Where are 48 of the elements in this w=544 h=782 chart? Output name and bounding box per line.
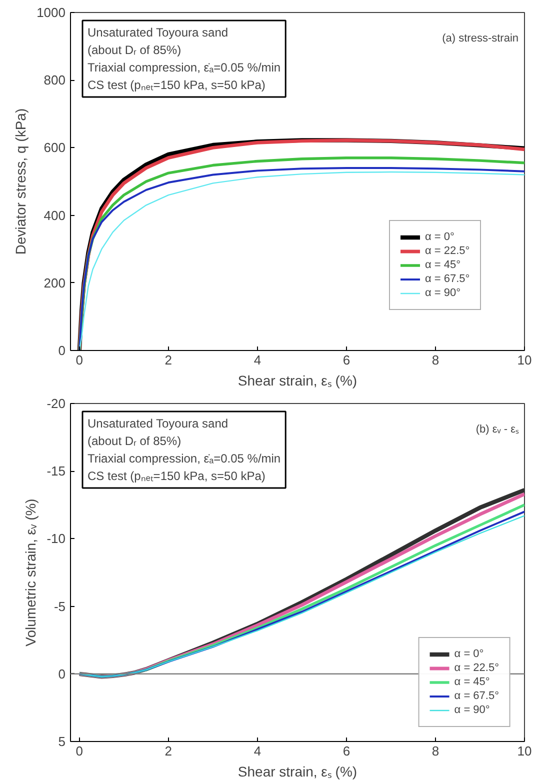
y-tick-label: 600	[44, 140, 66, 156]
annotation: (about Dᵣ of 85%)	[88, 434, 182, 448]
y-tick-label: -5	[54, 598, 66, 614]
legend-label: α = 45°	[454, 676, 490, 688]
x-axis-title: Shear strain, εₛ (%)	[238, 372, 358, 388]
x-tick-label: 4	[254, 744, 262, 758]
y-axis-title: Volumetric strain, εᵥ (%)	[22, 498, 39, 646]
annotation: CS test (pₙₑₜ=150 kPa, s=50 kPa)	[88, 469, 266, 483]
y-tick-label: 1000	[36, 5, 66, 20]
legend-label: α = 67.5°	[425, 273, 470, 285]
y-tick-label: 800	[44, 72, 66, 88]
legend-label: α = 90°	[454, 704, 490, 716]
x-tick-label: 0	[76, 744, 84, 758]
legend-label: α = 22.5°	[454, 662, 499, 674]
x-tick-label: 4	[254, 352, 262, 368]
x-tick-label: 2	[164, 744, 172, 758]
x-tick-label: 6	[342, 744, 350, 758]
legend-label: α = 67.5°	[454, 690, 499, 702]
y-tick-label: 400	[44, 208, 66, 223]
legend-label: α = 22.5°	[425, 245, 470, 257]
x-tick-label: 10	[517, 744, 532, 758]
legend-label: α = 0°	[454, 648, 484, 660]
x-tick-label: 8	[432, 352, 440, 368]
y-tick-label: 0	[58, 343, 66, 358]
y-tick-label: -15	[46, 464, 66, 479]
annotation: Unsaturated Toyoura sand	[88, 416, 228, 430]
annotation: (b) εᵥ - εₛ	[476, 424, 520, 436]
x-tick-label: 0	[76, 352, 84, 368]
y-tick-label: 5	[58, 734, 66, 749]
annotation: Triaxial compression, ε̇ₐ=0.05 %/min	[88, 452, 281, 466]
legend-label: α = 90°	[425, 287, 461, 299]
x-axis-title: Shear strain, εₛ (%)	[238, 764, 358, 780]
x-tick-label: 10	[517, 352, 532, 368]
y-tick-label: 200	[44, 275, 66, 290]
y-tick-label: -20	[46, 396, 66, 411]
legend-label: α = 0°	[425, 231, 454, 243]
y-tick-label: 0	[58, 666, 66, 682]
legend-label: α = 45°	[425, 259, 461, 271]
annotation: Unsaturated Toyoura sand	[88, 26, 228, 40]
annotation: Triaxial compression, ε̇ₐ=0.05 %/min	[88, 60, 281, 74]
y-axis-title: Deviator stress, q (kPa)	[12, 108, 29, 255]
x-tick-label: 6	[342, 352, 350, 368]
annotation: (a) stress-strain	[442, 32, 519, 44]
annotation: (about Dᵣ of 85%)	[88, 43, 182, 57]
x-tick-label: 8	[432, 744, 440, 758]
y-tick-label: -10	[46, 531, 66, 546]
annotation: CS test (pₙₑₜ=150 kPa, s=50 kPa)	[88, 78, 266, 92]
x-tick-label: 2	[164, 352, 172, 368]
